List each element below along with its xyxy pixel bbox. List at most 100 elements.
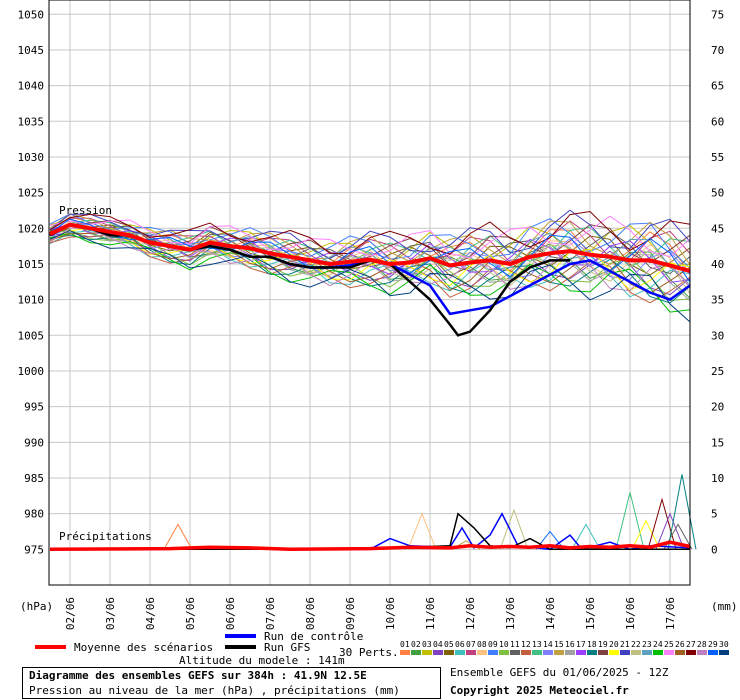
x-tick-label: 13/06 [504, 597, 517, 630]
perturbation-legend-label: 30 [719, 640, 729, 649]
info-box: Diagramme des ensembles GEFS sur 384h : … [22, 667, 441, 699]
perturbation-legend-swatch [400, 650, 410, 655]
perturbation-line [49, 215, 691, 259]
left-tick-label: 990 [24, 436, 44, 449]
perturbation-legend-label: 06 [455, 640, 465, 649]
left-tick-label: 995 [24, 401, 44, 414]
right-tick-label: 75 [711, 8, 724, 21]
perturbation-legend-label: 14 [543, 640, 553, 649]
left-tick-label: 1010 [18, 294, 45, 307]
perturbation-line [49, 213, 691, 266]
perturbation-line [49, 218, 691, 268]
perturbation-line [49, 229, 691, 323]
left-tick-label: 980 [24, 508, 44, 521]
right-tick-label: 70 [711, 44, 724, 57]
perturbation-legend-swatch [532, 650, 542, 655]
left-axis-ticks: 975 980 985 990 995 1000 1005 1010 1015 1020 1025 1… [18, 8, 45, 556]
left-tick-label: 1050 [18, 8, 45, 21]
perturbation-legend-swatch [653, 650, 663, 655]
x-tick-label: 07/06 [264, 597, 277, 630]
perturbation-legend-swatch [510, 650, 520, 655]
legend-control-label: Run de contrôle [264, 630, 363, 643]
perturbation-legend-swatch [631, 650, 641, 655]
perturbation-line [49, 234, 691, 304]
perturbation-legend-label: 05 [444, 640, 454, 649]
perturbation-legend-swatch [444, 650, 454, 655]
perturbation-legend-swatch [576, 650, 586, 655]
right-tick-label: 55 [711, 151, 724, 164]
x-tick-label: 10/06 [384, 597, 397, 630]
perturbation-legend-label: 26 [675, 640, 685, 649]
perturbation-legend-label: 01 [400, 640, 410, 649]
x-tick-label: 03/06 [104, 597, 117, 630]
mean-pressure-line [49, 222, 691, 274]
perturbation-precip-line [667, 474, 697, 550]
perturbation-legend-label: 28 [697, 640, 707, 649]
mean-precip-line [49, 540, 691, 552]
perturbation-legend-swatch [433, 650, 443, 655]
left-tick-label: 1025 [18, 187, 45, 200]
perturbation-legend-swatch [411, 650, 421, 655]
right-tick-label: 60 [711, 115, 724, 128]
x-tick-label: 06/06 [224, 597, 237, 630]
perturbation-legend-label: 15 [554, 640, 564, 649]
pressure-series [49, 209, 691, 337]
perturbation-line [49, 210, 691, 255]
right-tick-label: 50 [711, 187, 724, 200]
perturbation-legend-swatch [587, 650, 597, 655]
copyright-label: Copyright 2025 Meteociel.fr [450, 684, 629, 697]
x-tick-label: 12/06 [464, 597, 477, 630]
perturbation-precip-line [571, 523, 601, 550]
perturbation-legend-label: 21 [620, 640, 630, 649]
perturbation-legend-label: 20 [609, 640, 619, 649]
perturbation-legend-swatch [477, 650, 487, 655]
perturbation-precip-line [163, 523, 193, 550]
left-axis-unit: (hPa) [20, 600, 53, 613]
x-tick-label: 08/06 [304, 597, 317, 630]
right-tick-label: 40 [711, 258, 724, 271]
perturbation-legend-swatch [565, 650, 575, 655]
perturbation-legend-label: 17 [576, 640, 586, 649]
perturbation-legend-swatch [521, 650, 531, 655]
x-axis-ticks: 02/06 03/06 04/06 05/06 06/06 07/06 08/06 09/06… [64, 597, 677, 630]
legend-gfs-label: Run GFS [264, 641, 310, 654]
perturbation-line [49, 232, 691, 313]
chart-subtitle: Pression au niveau de la mer (hPa) , pré… [29, 684, 400, 697]
perturbation-legend-label: 23 [642, 640, 652, 649]
right-tick-label: 0 [711, 543, 718, 556]
x-tick-label: 14/06 [544, 597, 557, 630]
perturbation-legend-swatch [642, 650, 652, 655]
perturbation-legend-swatch [686, 650, 696, 655]
x-tick-label: 11/06 [424, 597, 437, 630]
perturbation-legend-label: 27 [686, 640, 696, 649]
legend-mean-label: Moyenne des scénarios [74, 641, 213, 654]
perturbation-legend-label: 10 [499, 640, 509, 649]
perturbation-legend-label: 18 [587, 640, 597, 649]
perturbation-legend-label: 25 [664, 640, 674, 649]
x-tick-label: 16/06 [624, 597, 637, 630]
perturbation-line [49, 227, 691, 291]
perturbation-legend-label: 08 [477, 640, 487, 649]
perturbation-precip-line [655, 512, 685, 550]
perturbation-legend-swatch [708, 650, 718, 655]
perturbation-line [49, 230, 691, 298]
x-tick-label: 05/06 [184, 597, 197, 630]
x-tick-label: 15/06 [584, 597, 597, 630]
left-tick-label: 1000 [18, 365, 45, 378]
perturbation-legend-swatch [697, 650, 707, 655]
right-tick-label: 15 [711, 436, 724, 449]
precip-label: Précipitations [59, 530, 152, 543]
perturbation-legend: 01 02 03 04 05 06 07 08 09 10 11 12 13 14 15 16 17 18 19 20… [400, 640, 729, 655]
x-tick-label: 17/06 [664, 597, 677, 630]
perturbation-legend-swatch [609, 650, 619, 655]
chart-title: Diagramme des ensembles GEFS sur 384h : … [29, 669, 367, 682]
perturbation-legend-swatch [719, 650, 729, 655]
left-tick-label: 1005 [18, 329, 45, 342]
right-tick-label: 35 [711, 294, 724, 307]
perturbation-legend-swatch [598, 650, 608, 655]
perturbation-legend-swatch [620, 650, 630, 655]
perturbation-legend-swatch [455, 650, 465, 655]
perturbation-count-label: 30 Perts. [339, 646, 399, 659]
perturbation-legend-label: 13 [532, 640, 542, 649]
